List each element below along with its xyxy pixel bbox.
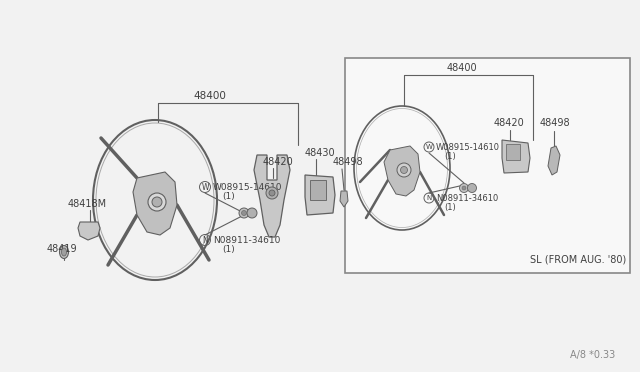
Circle shape xyxy=(152,197,162,207)
Polygon shape xyxy=(340,191,348,207)
Circle shape xyxy=(462,186,466,190)
Text: 48419: 48419 xyxy=(47,244,77,254)
Text: 48420: 48420 xyxy=(263,157,294,167)
Circle shape xyxy=(269,190,275,196)
Text: 48420: 48420 xyxy=(494,118,525,128)
Circle shape xyxy=(266,187,278,199)
Text: (1): (1) xyxy=(222,245,235,254)
Circle shape xyxy=(148,193,166,211)
Polygon shape xyxy=(384,146,420,196)
FancyBboxPatch shape xyxy=(345,58,630,273)
Text: A/8 *0.33: A/8 *0.33 xyxy=(570,350,615,360)
Text: W08915-14610: W08915-14610 xyxy=(436,143,500,152)
Text: 48498: 48498 xyxy=(333,157,364,167)
Polygon shape xyxy=(133,172,177,235)
Circle shape xyxy=(241,211,246,215)
Circle shape xyxy=(401,167,408,173)
Polygon shape xyxy=(548,146,560,175)
Ellipse shape xyxy=(61,248,67,256)
Circle shape xyxy=(467,183,477,192)
Polygon shape xyxy=(78,222,100,240)
Text: 48418M: 48418M xyxy=(68,199,107,209)
Text: W08915-14610: W08915-14610 xyxy=(213,183,282,192)
Text: 48430: 48430 xyxy=(305,148,335,158)
Text: (1): (1) xyxy=(444,203,456,212)
Text: 48498: 48498 xyxy=(540,118,571,128)
Circle shape xyxy=(397,163,411,177)
Text: N: N xyxy=(426,195,431,201)
Text: (1): (1) xyxy=(444,152,456,161)
FancyBboxPatch shape xyxy=(506,144,520,160)
Text: W: W xyxy=(201,183,209,192)
Circle shape xyxy=(460,183,468,192)
Polygon shape xyxy=(502,140,530,173)
Polygon shape xyxy=(305,175,335,215)
Text: N: N xyxy=(202,235,208,244)
Text: SL (FROM AUG. '80): SL (FROM AUG. '80) xyxy=(530,255,626,265)
Text: (1): (1) xyxy=(222,192,235,201)
Text: W: W xyxy=(426,144,433,150)
Text: N08911-34610: N08911-34610 xyxy=(213,236,280,245)
Text: N08911-34610: N08911-34610 xyxy=(436,194,499,203)
Polygon shape xyxy=(254,155,290,237)
Circle shape xyxy=(239,208,249,218)
Circle shape xyxy=(247,208,257,218)
Ellipse shape xyxy=(60,246,68,259)
Text: 48400: 48400 xyxy=(447,63,477,73)
FancyBboxPatch shape xyxy=(310,180,326,200)
Text: 48400: 48400 xyxy=(193,91,227,101)
